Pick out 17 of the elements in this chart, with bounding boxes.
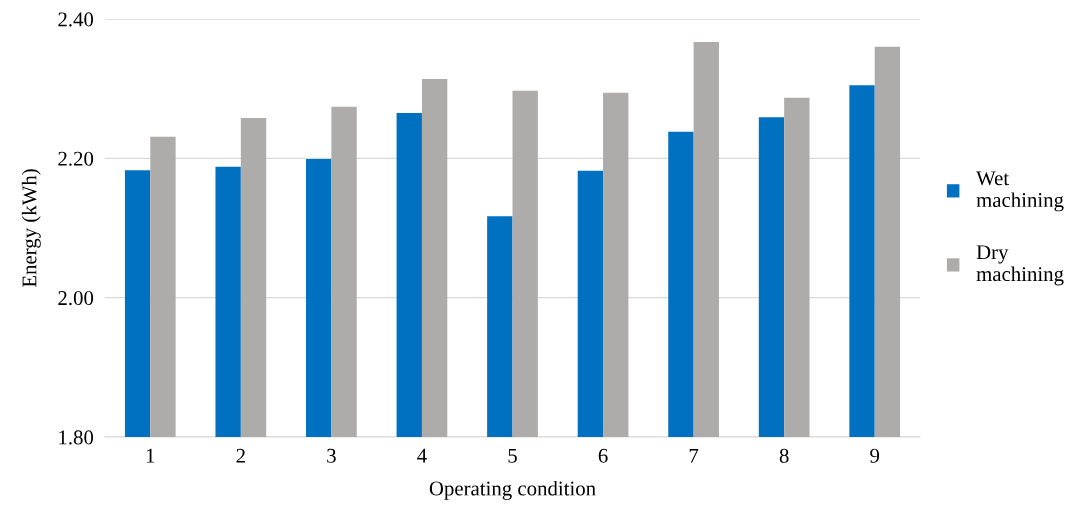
x-tick-label: 4 [417, 448, 427, 463]
x-tick-label: 7 [689, 448, 699, 463]
y-tick-label: 2.20 [58, 151, 94, 166]
x-tick-label: 8 [779, 448, 789, 463]
x-tick-label: 1 [146, 448, 155, 463]
y-axis-title: Energy (kWh) [21, 169, 41, 288]
y-tick-label: 2.40 [58, 12, 94, 27]
x-tick-label: 9 [870, 448, 880, 463]
x-tick-label: 3 [327, 448, 336, 463]
y-tick-label: 1.80 [59, 430, 94, 445]
x-tick-label: 6 [598, 448, 608, 463]
x-tick-label: 2 [236, 448, 245, 463]
y-tick-label: 2.00 [58, 291, 94, 306]
legend-label: Dry machining [976, 245, 1064, 286]
x-tick-label: 5 [508, 448, 517, 463]
legend-label: Wet machining [976, 171, 1064, 212]
x-axis-title: Operating condition [429, 480, 596, 500]
